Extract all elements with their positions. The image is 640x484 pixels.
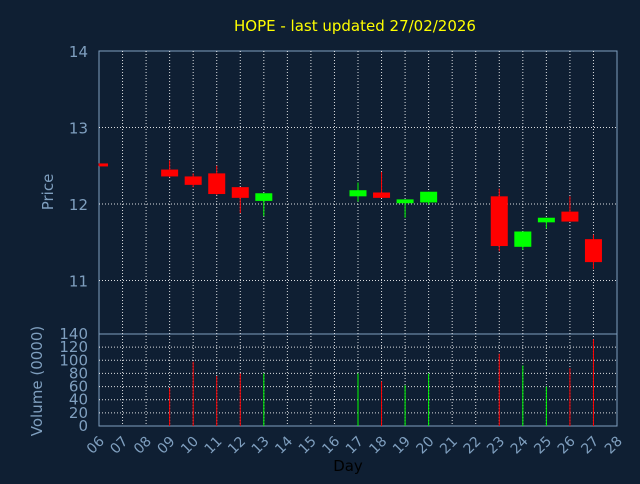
volume-tick-label: 20 — [69, 404, 88, 422]
x-tick-label: 22 — [461, 434, 485, 458]
x-tick-label: 11 — [202, 434, 226, 458]
volume-tick-label: 120 — [59, 338, 88, 356]
candle-body — [255, 193, 273, 201]
x-tick-label: 12 — [225, 434, 249, 458]
volume-tick-label: 40 — [69, 391, 88, 409]
candle-body — [161, 169, 179, 177]
volume-tick-label: 60 — [69, 378, 88, 396]
price-tick-label: 12 — [69, 196, 88, 214]
candle-body — [584, 239, 602, 263]
candle-body — [561, 211, 579, 222]
volume-tick-label: 80 — [69, 364, 88, 382]
candle-body — [184, 176, 202, 185]
candle-body — [490, 196, 508, 247]
x-tick-label: 07 — [107, 434, 131, 458]
x-tick-label: 28 — [602, 434, 626, 458]
price-tick-label: 13 — [69, 119, 88, 137]
x-tick-label: 20 — [414, 434, 438, 458]
x-tick-label: 25 — [531, 434, 555, 458]
x-tick-label: 08 — [131, 434, 155, 458]
x-tick-label: 09 — [155, 434, 179, 458]
x-tick-label: 14 — [272, 433, 296, 457]
volume-tick-label: 140 — [59, 325, 88, 343]
candle-body — [537, 217, 555, 223]
candle-body — [514, 231, 532, 247]
x-tick-label: 23 — [484, 434, 508, 458]
x-tick-label: 19 — [390, 434, 414, 458]
volume-axis-label: Volume (0000) — [28, 326, 46, 436]
x-tick-label: 06 — [84, 433, 108, 457]
candle-body — [420, 191, 438, 203]
x-tick-label: 21 — [437, 434, 461, 458]
candle-body — [349, 190, 367, 197]
chart-title: HOPE - last updated 27/02/2026 — [234, 17, 476, 35]
price-tick-label: 11 — [69, 272, 88, 290]
price-tick-label: 14 — [69, 43, 88, 61]
x-tick-label: 10 — [178, 434, 202, 458]
x-tick-label: 17 — [343, 434, 367, 458]
x-tick-label: 18 — [366, 434, 390, 458]
price-axis-label: Price — [39, 174, 57, 211]
x-tick-label: 24 — [508, 433, 532, 457]
x-tick-label: 13 — [249, 434, 273, 458]
candle-body — [99, 163, 108, 167]
x-tick-label: 15 — [296, 434, 320, 458]
candle-body — [208, 173, 226, 195]
x-tick-label: 16 — [319, 433, 343, 457]
x-tick-label: 26 — [555, 433, 579, 457]
candle-body — [373, 192, 391, 198]
candle-body — [396, 199, 414, 204]
candle-body — [231, 187, 249, 198]
x-tick-label: 27 — [578, 434, 602, 458]
day-axis-label: Day — [333, 457, 363, 475]
volume-tick-label: 0 — [78, 417, 88, 435]
volume-tick-label: 100 — [59, 351, 88, 369]
